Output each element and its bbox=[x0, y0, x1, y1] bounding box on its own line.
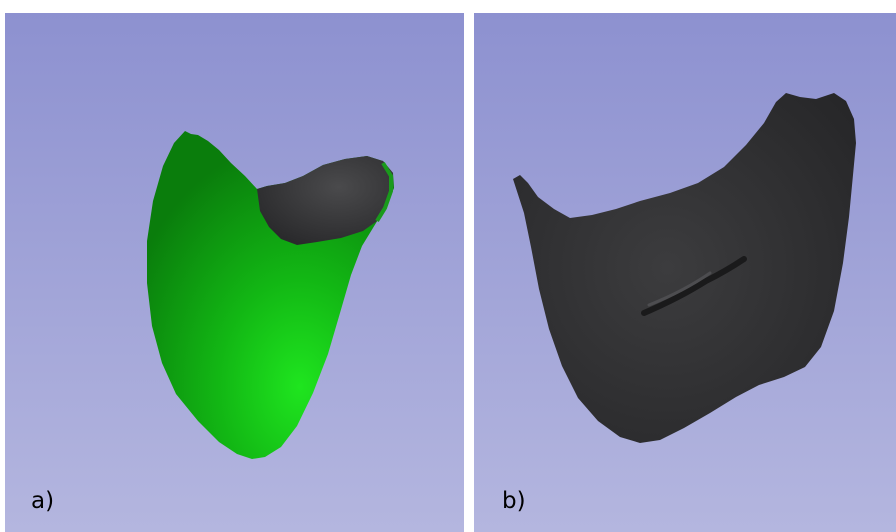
dark-surface-model bbox=[474, 13, 896, 532]
green-surface-model bbox=[5, 13, 464, 532]
surface-crease bbox=[641, 256, 747, 316]
dark-model-body bbox=[513, 93, 856, 443]
panel-a-green-model-view: a) bbox=[5, 13, 464, 532]
inner-cavity bbox=[257, 156, 393, 245]
rim-highlight bbox=[375, 161, 393, 223]
surface-highlight bbox=[647, 271, 712, 307]
panel-b-dark-model-view: b) bbox=[474, 13, 896, 532]
panel-a-label: a) bbox=[31, 488, 55, 514]
panel-b-label: b) bbox=[502, 488, 526, 514]
